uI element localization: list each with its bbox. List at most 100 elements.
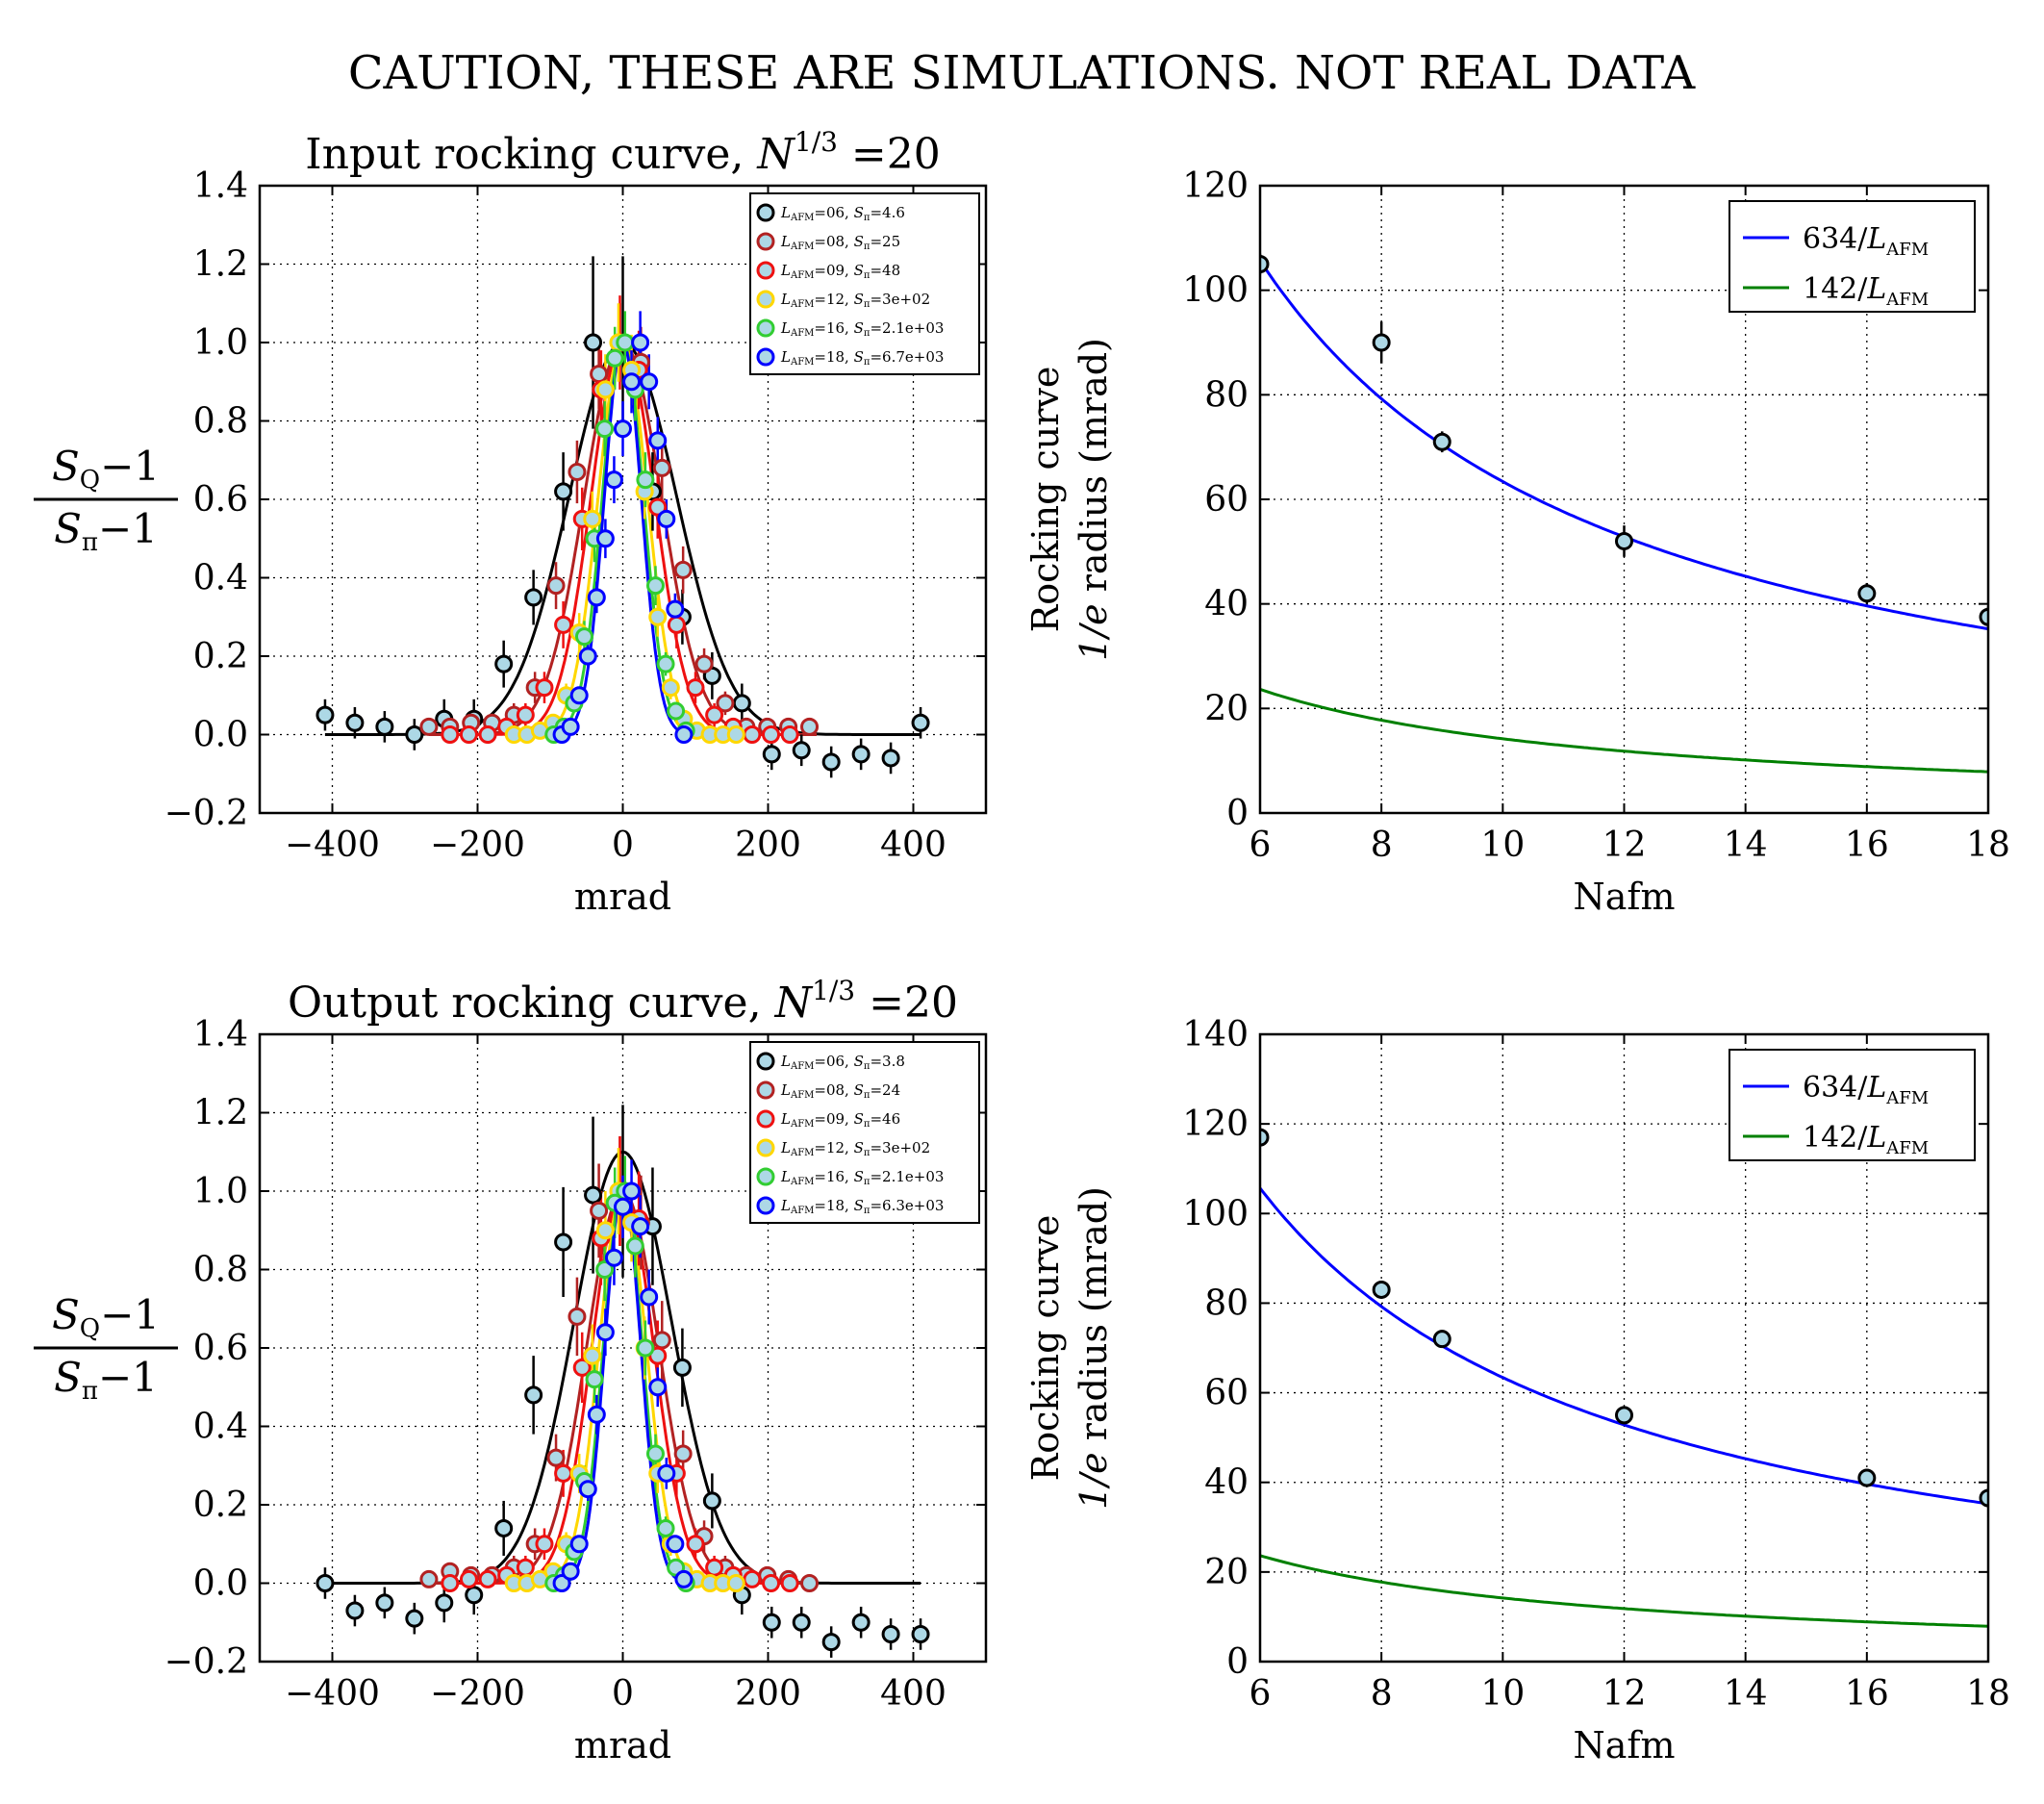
data-point-12 xyxy=(595,380,615,399)
curve-634 xyxy=(1260,260,1988,631)
legend-numerator: 634 xyxy=(1803,1071,1857,1105)
y-label-numerator: SQ−1 xyxy=(52,1291,160,1343)
legend-label-12: LAFM=12, Sπ=3e+02 xyxy=(780,291,930,310)
legend-eq: = xyxy=(870,1197,882,1214)
data-point-06 xyxy=(465,1586,484,1605)
y-tick-label: 1.4 xyxy=(193,166,248,206)
legend-slash: / xyxy=(1857,272,1868,306)
legend-box xyxy=(749,1041,980,1224)
data-point-18 xyxy=(648,1378,668,1397)
legend-afm-sub: AFM xyxy=(1885,290,1929,310)
data-point-06 xyxy=(584,333,603,352)
legend-n-value: 06 xyxy=(826,1053,845,1070)
data-point-12 xyxy=(726,1574,745,1592)
legend-numerator: 142 xyxy=(1803,272,1857,306)
data-point xyxy=(1260,1128,1270,1147)
data-point-06 xyxy=(494,654,514,673)
data-point-12 xyxy=(661,678,680,698)
y-label-num-s: S xyxy=(52,443,80,490)
legend-label-18: LAFM=18, Sπ=6.7e+03 xyxy=(780,348,944,368)
legend-slash: / xyxy=(1857,1121,1868,1155)
legend-eq: = xyxy=(814,1081,826,1099)
data-point-16 xyxy=(585,1370,604,1389)
data-point-18 xyxy=(631,1217,650,1236)
legend-label-142: 142/LAFM xyxy=(1803,272,1929,310)
data-point-06 xyxy=(584,1185,603,1205)
legend-box xyxy=(749,192,980,375)
legend-eq: = xyxy=(814,1139,826,1156)
data-point-09 xyxy=(516,705,535,724)
data-point-18 xyxy=(648,431,668,450)
data-point-18 xyxy=(595,529,615,548)
data-point-09 xyxy=(686,678,705,698)
x-tick-label: 16 xyxy=(1845,1674,1889,1714)
data-point-16 xyxy=(574,627,593,647)
legend-s: S xyxy=(854,1197,864,1214)
data-point-08 xyxy=(694,654,714,673)
data-point-16 xyxy=(595,1260,615,1279)
legend-s: S xyxy=(854,1168,864,1185)
data-point-12 xyxy=(726,725,745,744)
y-label-line1: Rocking curve xyxy=(1024,367,1067,633)
legend-afm-sub: AFM xyxy=(1885,1088,1929,1108)
data-point-09 xyxy=(554,615,573,634)
data-point-12 xyxy=(648,607,668,626)
data-point-09 xyxy=(648,497,668,517)
data-point-08 xyxy=(800,717,820,736)
data-point-06 xyxy=(881,1624,900,1643)
legend-comma: , xyxy=(845,1168,854,1185)
data-point-06 xyxy=(911,713,930,732)
curve-142 xyxy=(1260,1554,1988,1628)
legend-afm-sub: AFM xyxy=(790,270,814,281)
y-axis-label: Rocking curve 1/e radius (mrad) xyxy=(1024,338,1115,661)
legend-afm-sub: AFM xyxy=(790,241,814,252)
axes-frame xyxy=(1258,184,1990,815)
data-point-06 xyxy=(375,1593,394,1613)
legend-marker-12 xyxy=(756,1138,775,1157)
y-tick-label: 0.8 xyxy=(193,1251,248,1290)
y-label-den-sub: π xyxy=(82,1377,98,1406)
data-point-18 xyxy=(587,588,606,607)
y-label-num-sub: Q xyxy=(80,1314,100,1343)
legend-s: S xyxy=(854,1139,864,1156)
legend-comma: , xyxy=(845,204,854,221)
data-point-06 xyxy=(762,745,781,764)
legend-eq: = xyxy=(814,1110,826,1128)
y-tick-label: 1.2 xyxy=(193,1094,248,1133)
legend-label-09: LAFM=09, Sπ=48 xyxy=(780,262,900,281)
legend-pi-sub: π xyxy=(864,1206,871,1216)
x-tick-label: 10 xyxy=(1480,1674,1525,1714)
y-tick-label: 40 xyxy=(1204,585,1249,624)
legend-s: S xyxy=(854,1053,864,1070)
y-tick-label: 1.2 xyxy=(193,245,248,285)
y-tick-label: 0.6 xyxy=(193,1329,248,1368)
data-point-16 xyxy=(616,333,635,352)
legend-afm-sub: AFM xyxy=(790,213,814,223)
legend-comma: , xyxy=(845,319,854,337)
legend-pi-sub: π xyxy=(864,328,871,339)
panel-title-math-base: N xyxy=(774,978,814,1028)
x-axis-label: Nafm xyxy=(1573,1724,1675,1766)
legend-afm-sub: AFM xyxy=(790,299,814,310)
data-point-06 xyxy=(821,1633,841,1652)
legend-l: L xyxy=(1866,1121,1886,1155)
x-tick-label: 0 xyxy=(612,826,634,865)
legend-eq: = xyxy=(870,1053,882,1070)
plot-area xyxy=(1260,1128,1988,1628)
legend-pi-sub: π xyxy=(864,270,871,281)
legend-comma: , xyxy=(845,1139,854,1156)
legend-l: L xyxy=(780,1139,791,1156)
y-label-den-s: S xyxy=(54,505,82,552)
data-point-18 xyxy=(595,1323,615,1342)
panel-title-math-sup: 1/3 xyxy=(795,126,838,158)
data-point-18 xyxy=(604,1248,623,1267)
legend-slash: / xyxy=(1857,1071,1868,1105)
y-label-num-sub: Q xyxy=(80,466,100,495)
data-point-09 xyxy=(705,1558,724,1577)
legend-marker-06 xyxy=(756,1052,775,1071)
legend-pi-sub: π xyxy=(864,1177,871,1187)
y-tick-label: 1.0 xyxy=(193,1172,248,1211)
data-point-09 xyxy=(743,1569,762,1588)
legend-n-value: 12 xyxy=(826,1139,845,1156)
data-point-12 xyxy=(595,1221,615,1240)
